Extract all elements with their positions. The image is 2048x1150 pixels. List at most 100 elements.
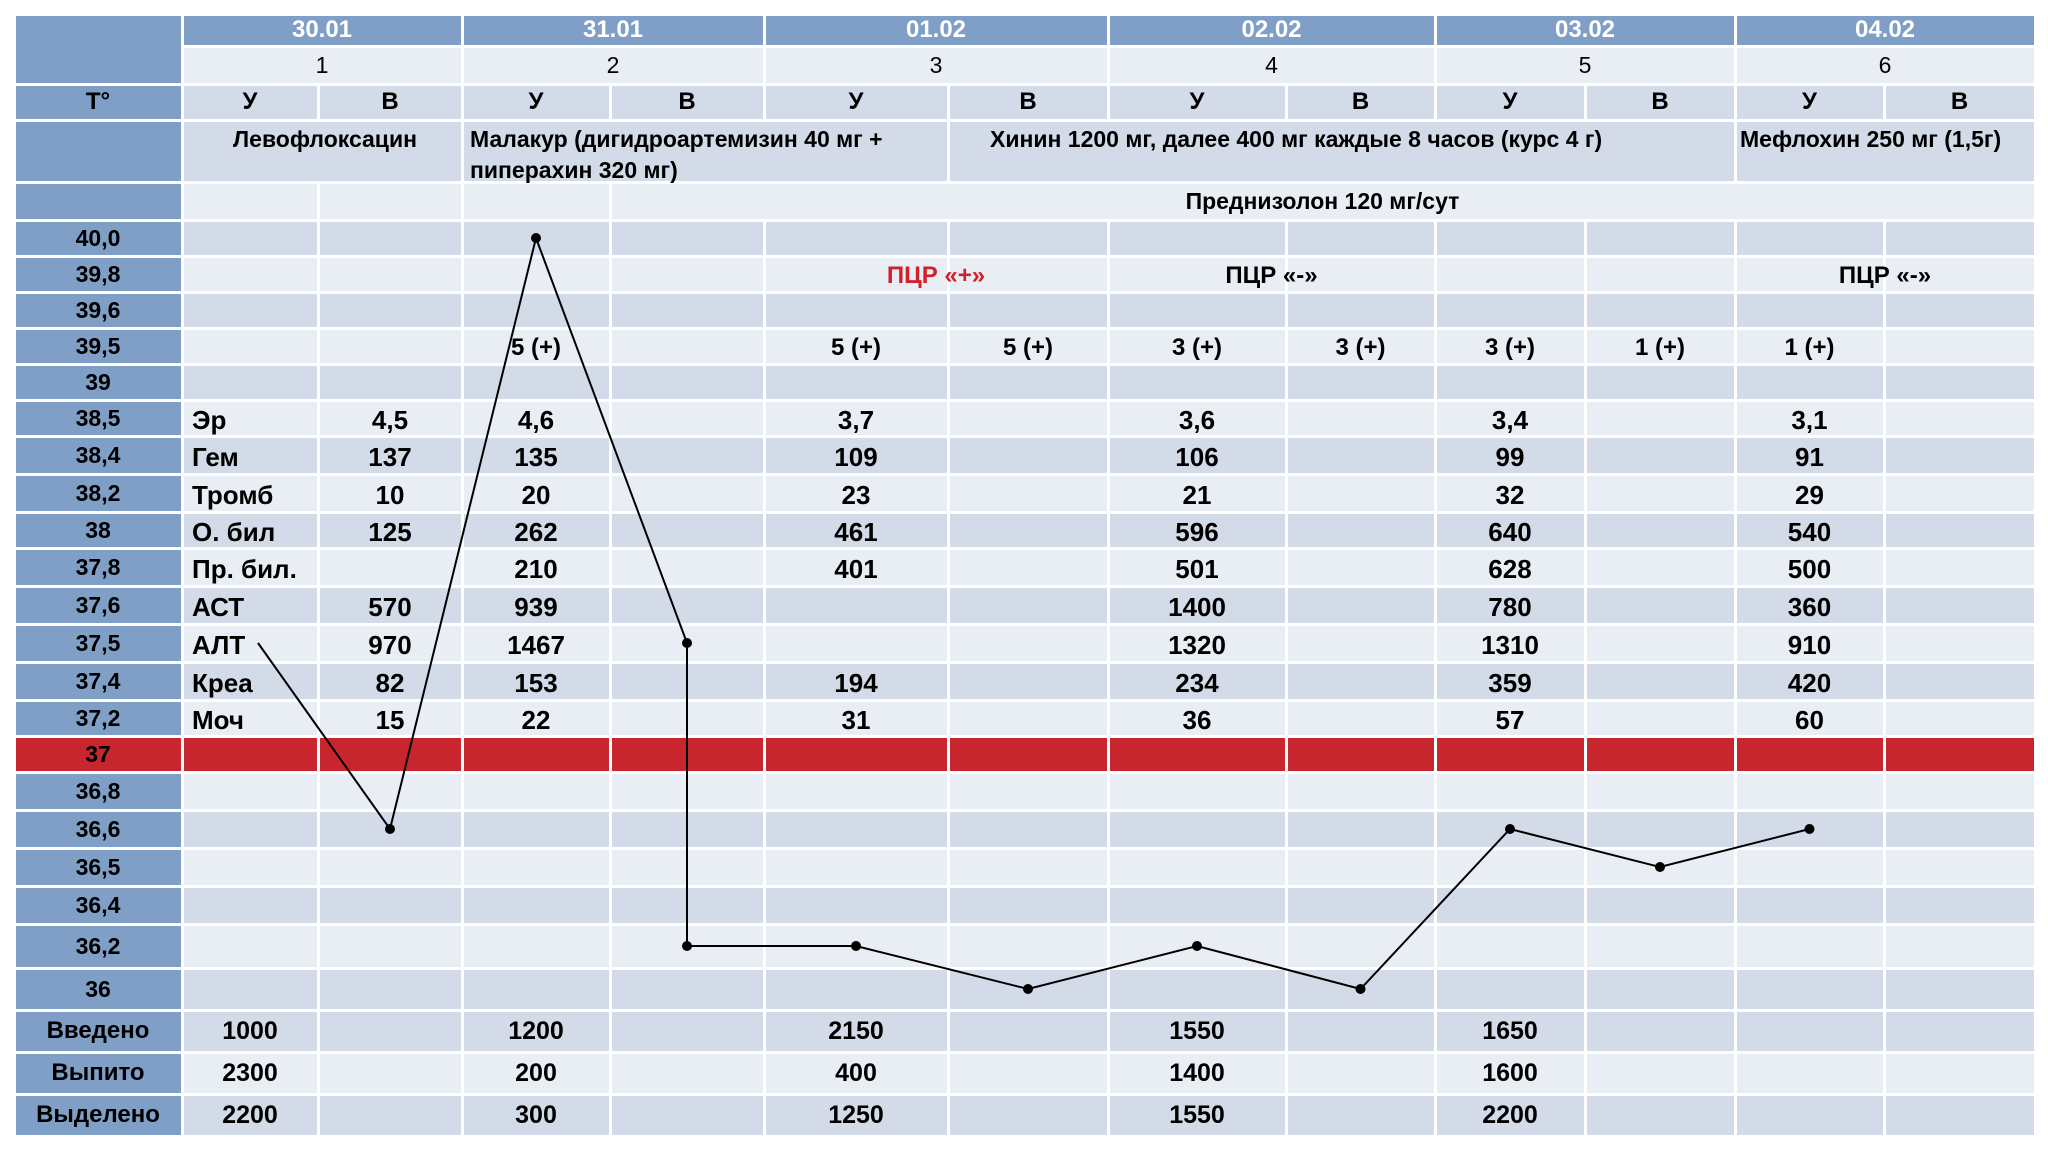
grid-cell bbox=[1436, 969, 1584, 1009]
grid-cell bbox=[183, 183, 317, 219]
grid-cell bbox=[1586, 887, 1734, 923]
grid-cell bbox=[1736, 969, 1883, 1009]
temperature-scale-label: 39,8 bbox=[15, 257, 181, 291]
grid-cell bbox=[611, 737, 763, 771]
lab-value: 1400 bbox=[1168, 591, 1226, 622]
grid-cell bbox=[611, 513, 763, 547]
temperature-scale-label: 37,5 bbox=[15, 625, 181, 661]
lab-value: 4,6 bbox=[517, 404, 555, 435]
lab-value: 23 bbox=[841, 479, 871, 510]
grid-cell bbox=[183, 1053, 317, 1093]
grid-cell bbox=[183, 1011, 317, 1051]
grid-cell bbox=[611, 437, 763, 473]
grid-cell bbox=[319, 329, 461, 363]
lab-value: 57 bbox=[1495, 704, 1525, 735]
grid-cell bbox=[611, 969, 763, 1009]
fluid-value bbox=[1737, 1096, 1883, 1135]
lab-parameter-name: Эр bbox=[192, 404, 227, 435]
grid-cell bbox=[1885, 811, 2034, 847]
lab-value: 360 bbox=[1787, 591, 1832, 622]
grid-cell bbox=[463, 1053, 609, 1093]
temperature-scale-label: 38,5 bbox=[15, 401, 181, 435]
grid-cell bbox=[949, 293, 1107, 327]
lab-value: 91 bbox=[1795, 441, 1824, 472]
time-of-day-label: У bbox=[1109, 85, 1285, 119]
grid-cell bbox=[463, 183, 609, 219]
day-number: 6 bbox=[1736, 47, 2034, 83]
grid-cell bbox=[765, 773, 947, 809]
parasite-count: 5 (+) bbox=[830, 334, 881, 361]
grid-cell bbox=[949, 887, 1107, 923]
lab-value: 500 bbox=[1787, 553, 1832, 584]
lab-value: 36 bbox=[1182, 704, 1212, 735]
lab-value: 939 bbox=[514, 591, 558, 622]
grid-cell bbox=[1586, 401, 1734, 435]
lab-value: 401 bbox=[834, 553, 878, 584]
grid-cell bbox=[1109, 849, 1285, 885]
grid-cell bbox=[1436, 737, 1584, 771]
temperature-scale-label: 37,2 bbox=[15, 701, 181, 735]
drug-label: Левофлоксацин bbox=[233, 125, 417, 152]
grid-cell bbox=[949, 365, 1107, 399]
grid-cell bbox=[1586, 1011, 1734, 1051]
day-number: 4 bbox=[1109, 47, 1434, 83]
grid-cell bbox=[463, 365, 609, 399]
grid-cell bbox=[319, 811, 461, 847]
grid-cell bbox=[949, 1095, 1107, 1135]
grid-cell bbox=[949, 701, 1107, 735]
grid-cell bbox=[1287, 925, 1434, 967]
grid-cell bbox=[1586, 549, 1734, 585]
grid-cell bbox=[463, 969, 609, 1009]
grid-cell bbox=[949, 475, 1107, 511]
grid-cell bbox=[1109, 1053, 1285, 1093]
grid-cell bbox=[1736, 925, 1883, 967]
grid-cell bbox=[319, 849, 461, 885]
lab-parameter-name: Пр. бил. bbox=[192, 553, 297, 584]
grid-cell bbox=[611, 587, 763, 623]
lab-parameter-name: О. бил bbox=[192, 516, 276, 547]
grid-cell bbox=[611, 475, 763, 511]
grid-cell bbox=[463, 773, 609, 809]
lab-value: 501 bbox=[1175, 553, 1219, 584]
grid-cell bbox=[765, 1053, 947, 1093]
lab-value: 640 bbox=[1488, 516, 1532, 547]
grid-cell bbox=[1436, 849, 1584, 885]
grid-cell bbox=[1736, 737, 1883, 771]
temperature-scale-label: 36,2 bbox=[15, 925, 181, 967]
grid-cell bbox=[949, 663, 1107, 699]
grid-cell bbox=[1109, 1011, 1285, 1051]
grid-cell bbox=[1586, 1053, 1734, 1093]
row-label-cell bbox=[15, 183, 181, 219]
lab-value: 262 bbox=[514, 516, 558, 547]
grid-cell bbox=[1287, 475, 1434, 511]
prednisolone-label: Преднизолон 120 мг/сут bbox=[1185, 187, 1460, 214]
grid-cell bbox=[1736, 365, 1883, 399]
grid-cell bbox=[1109, 887, 1285, 923]
grid-cell bbox=[1436, 1053, 1584, 1093]
grid-cell bbox=[1586, 849, 1734, 885]
grid-cell bbox=[1586, 811, 1734, 847]
grid-cell bbox=[1885, 663, 2034, 699]
lab-value: 3,7 bbox=[837, 404, 875, 435]
grid-cell bbox=[183, 293, 317, 327]
grid-cell bbox=[1287, 625, 1434, 661]
grid-cell bbox=[611, 887, 763, 923]
lab-value bbox=[320, 552, 461, 587]
lab-value: 359 bbox=[1488, 667, 1532, 698]
grid-cell bbox=[949, 513, 1107, 547]
grid-cell bbox=[765, 365, 947, 399]
lab-value: 970 bbox=[368, 629, 412, 660]
grid-cell bbox=[611, 701, 763, 735]
grid-cell bbox=[463, 811, 609, 847]
grid-cell bbox=[949, 437, 1107, 473]
grid-cell bbox=[1885, 401, 2034, 435]
grid-cell bbox=[1109, 925, 1285, 967]
lab-value: 234 bbox=[1175, 667, 1219, 698]
grid-cell bbox=[183, 969, 317, 1009]
lab-value bbox=[766, 590, 947, 625]
grid-cell bbox=[183, 887, 317, 923]
grid-cell bbox=[1885, 773, 2034, 809]
fluid-value: 2300 bbox=[222, 1058, 278, 1087]
grid-cell bbox=[1287, 811, 1434, 847]
grid-cell bbox=[1586, 701, 1734, 735]
